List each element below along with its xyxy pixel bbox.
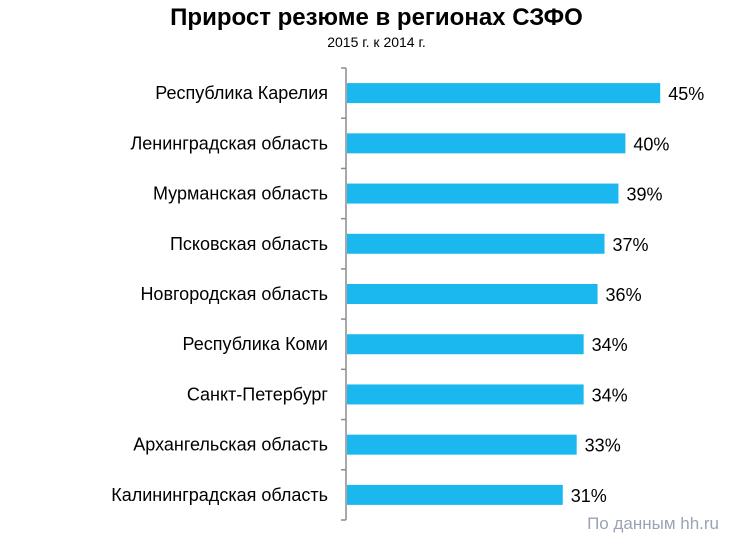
source-note: По данным hh.ru xyxy=(587,514,719,533)
data-label: 39% xyxy=(626,185,662,205)
bar xyxy=(347,183,619,204)
data-labels: 45% 40% 39% 37% 36% 34% 34% 33% 31% xyxy=(571,84,704,506)
bars xyxy=(347,83,661,505)
data-label: 31% xyxy=(571,486,607,506)
bar xyxy=(347,434,577,455)
category-label: Республика Коми xyxy=(183,334,328,354)
data-label: 45% xyxy=(668,84,704,104)
y-axis xyxy=(341,67,347,521)
category-label: Псковская область xyxy=(170,234,328,254)
bar xyxy=(347,233,605,254)
category-label: Санкт-Петербург xyxy=(187,384,329,404)
bar xyxy=(347,484,563,505)
bar xyxy=(347,133,626,154)
data-label: 40% xyxy=(633,134,669,154)
data-label: 36% xyxy=(606,285,642,305)
bar xyxy=(347,284,598,304)
bar xyxy=(347,384,584,405)
category-label: Калининградская область xyxy=(111,485,328,505)
category-label: Архангельская область xyxy=(133,435,328,455)
bar xyxy=(347,334,584,355)
chart-subtitle: 2015 г. к 2014 г. xyxy=(327,34,426,50)
chart-title: Прирост резюме в регионах СЗФО xyxy=(170,4,583,31)
category-label: Новгородская область xyxy=(140,284,328,304)
data-label: 33% xyxy=(585,436,621,456)
data-label: 34% xyxy=(592,335,628,355)
data-label: 37% xyxy=(613,235,649,255)
category-label: Республика Карелия xyxy=(155,83,328,103)
data-label: 34% xyxy=(592,385,628,405)
category-label: Ленинградская область xyxy=(130,133,328,153)
category-labels: Республика Карелия Ленинградская область М… xyxy=(111,83,328,505)
bar xyxy=(347,83,661,104)
category-label: Мурманская область xyxy=(153,184,328,204)
